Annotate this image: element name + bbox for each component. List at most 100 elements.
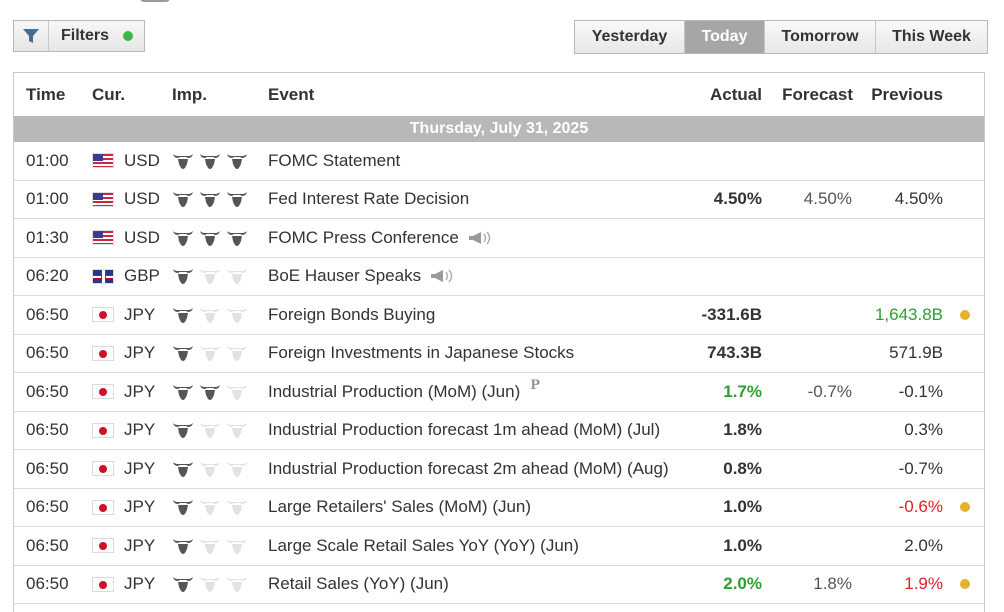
importance-rating	[172, 450, 253, 488]
event-row[interactable]: 01:30 USD FOMC Press Conference	[14, 219, 984, 258]
event-cell[interactable]: Large Scale Retail Sales YoY (YoY) (Jun)	[268, 527, 579, 565]
currency-cell: JPY	[92, 335, 155, 373]
column-header-actual[interactable]: Actual	[710, 84, 762, 104]
event-cell[interactable]: BoE Hauser Speaks	[268, 258, 455, 296]
importance-rating	[172, 181, 253, 219]
bull-icon-empty	[199, 344, 221, 362]
importance-rating	[172, 296, 253, 334]
currency-code: JPY	[124, 381, 156, 401]
event-row[interactable]: 06:50 JPY Retail Sales (YoY) (Jun) 2.0% …	[14, 566, 984, 604]
event-row[interactable]: 06:50 JPY Large Retailers' Sales (MoM) (…	[14, 489, 984, 527]
event-row[interactable]: 06:50 JPY Industrial Production (MoM) (J…	[14, 373, 984, 412]
bull-icon-filled	[172, 152, 194, 170]
currency-code: USD	[124, 227, 160, 247]
event-row[interactable]: 06:50 JPY Industrial Production forecast…	[14, 412, 984, 450]
bull-icon-filled	[172, 498, 194, 516]
bull-icon-empty	[226, 344, 248, 362]
actual-value: 4.50%	[713, 189, 762, 209]
bull-icon-filled	[172, 383, 194, 401]
event-cell[interactable]: Industrial Production (MoM) (Jun) P	[268, 373, 540, 411]
currency-cell: USD	[92, 181, 160, 219]
event-row[interactable]: 06:50 JPY Industrial Production forecast…	[14, 450, 984, 489]
alert-cell	[960, 566, 970, 604]
country-flag-icon	[92, 422, 114, 438]
event-name[interactable]: FOMC Press Conference	[268, 227, 459, 247]
event-row[interactable]: 01:00 USD Fed Interest Rate Decision 4.5…	[14, 181, 984, 219]
filters-button[interactable]: Filters	[13, 20, 145, 52]
event-cell[interactable]: Large Retailers' Sales (MoM) (Jun)	[268, 489, 531, 527]
event-name[interactable]: Retail Sales (YoY) (Jun)	[268, 574, 449, 594]
currency-code: USD	[124, 189, 160, 209]
importance-rating	[172, 258, 253, 296]
currency-cell: JPY	[92, 373, 155, 411]
event-cell[interactable]: Industrial Production forecast 2m ahead …	[268, 450, 669, 488]
bull-icon-empty	[226, 498, 248, 516]
event-name[interactable]: Foreign Investments in Japanese Stocks	[268, 343, 575, 363]
event-row[interactable]: 01:00 USD FOMC Statement	[14, 142, 984, 181]
tab-tomorrow[interactable]: Tomorrow	[765, 21, 876, 53]
actual-value: 1.7%	[723, 381, 762, 401]
previous-value: 4.50%	[894, 189, 943, 209]
country-flag-icon	[92, 499, 114, 515]
currency-cell: JPY	[92, 296, 155, 334]
event-cell[interactable]: Foreign Investments in Japanese Stocks	[268, 335, 574, 373]
event-cell[interactable]: FOMC Statement	[268, 142, 400, 180]
event-cell[interactable]: Fed Interest Rate Decision	[268, 181, 469, 219]
event-name[interactable]: Large Scale Retail Sales YoY (YoY) (Jun)	[268, 535, 579, 555]
event-cell[interactable]: Industrial Production forecast 1m ahead …	[268, 412, 660, 450]
event-name[interactable]: FOMC Statement	[268, 150, 401, 170]
event-name[interactable]: Fed Interest Rate Decision	[268, 189, 470, 209]
column-header-previous[interactable]: Previous	[871, 84, 943, 104]
bull-icon-filled	[199, 190, 221, 208]
alert-cell	[960, 489, 970, 527]
country-flag-icon	[92, 345, 114, 361]
event-row[interactable]: 06:50 JPY Foreign Investments in Japanes…	[14, 335, 984, 373]
event-name[interactable]: BoE Hauser Speaks	[268, 266, 422, 286]
currency-code: USD	[124, 150, 160, 170]
forecast-value: 1.8%	[813, 574, 852, 594]
event-time: 06:50	[26, 420, 69, 440]
previous-value: 1,643.8B	[874, 304, 943, 324]
event-cell[interactable]: FOMC Press Conference	[268, 219, 493, 257]
filters-active-indicator	[123, 31, 134, 41]
event-name[interactable]: Industrial Production forecast 1m ahead …	[268, 420, 661, 440]
bull-icon-empty	[226, 575, 248, 593]
event-name[interactable]: Industrial Production (MoM) (Jun)	[268, 381, 521, 401]
filter-icon	[14, 21, 49, 51]
actual-value: 0.8%	[723, 458, 762, 478]
currency-code: JPY	[124, 304, 156, 324]
tab-yesterday[interactable]: Yesterday	[575, 21, 685, 53]
importance-rating	[172, 489, 253, 527]
currency-cell: JPY	[92, 412, 155, 450]
tab-this-week[interactable]: This Week	[876, 21, 987, 53]
bull-icon-empty	[226, 267, 248, 285]
column-header-time[interactable]: Time	[26, 84, 66, 104]
event-row[interactable]: 06:50 JPY Foreign Bonds Buying -331.6B 1…	[14, 296, 984, 335]
tab-today[interactable]: Today	[685, 21, 765, 53]
event-time: 06:50	[26, 343, 69, 363]
event-time: 06:50	[26, 497, 69, 517]
bull-icon-filled	[172, 421, 194, 439]
bull-icon-filled	[226, 152, 248, 170]
importance-rating	[172, 219, 253, 257]
bull-icon-filled	[172, 344, 194, 362]
event-time: 06:50	[26, 535, 69, 555]
previous-value: -0.6%	[898, 497, 943, 517]
column-header-event[interactable]: Event	[268, 84, 315, 104]
event-name[interactable]: Industrial Production forecast 2m ahead …	[268, 458, 669, 478]
event-cell[interactable]: Foreign Bonds Buying	[268, 296, 435, 334]
event-row[interactable]: 06:20 GBP BoE Hauser Speaks	[14, 258, 984, 296]
truncated-heading	[140, 0, 170, 2]
event-row[interactable]: 06:50 JPY Large Scale Retail Sales YoY (…	[14, 527, 984, 566]
bull-icon-filled	[226, 229, 248, 247]
country-flag-icon	[92, 538, 114, 554]
currency-cell: JPY	[92, 527, 155, 565]
event-name[interactable]: Large Retailers' Sales (MoM) (Jun)	[268, 497, 532, 517]
event-cell[interactable]: Retail Sales (YoY) (Jun)	[268, 566, 449, 604]
event-name[interactable]: Foreign Bonds Buying	[268, 304, 436, 324]
bull-icon-empty	[226, 306, 248, 324]
column-header-forecast[interactable]: Forecast	[782, 84, 853, 104]
column-header-currency[interactable]: Cur.	[92, 84, 126, 104]
actual-value: 743.3B	[707, 343, 762, 363]
column-header-importance[interactable]: Imp.	[172, 84, 207, 104]
